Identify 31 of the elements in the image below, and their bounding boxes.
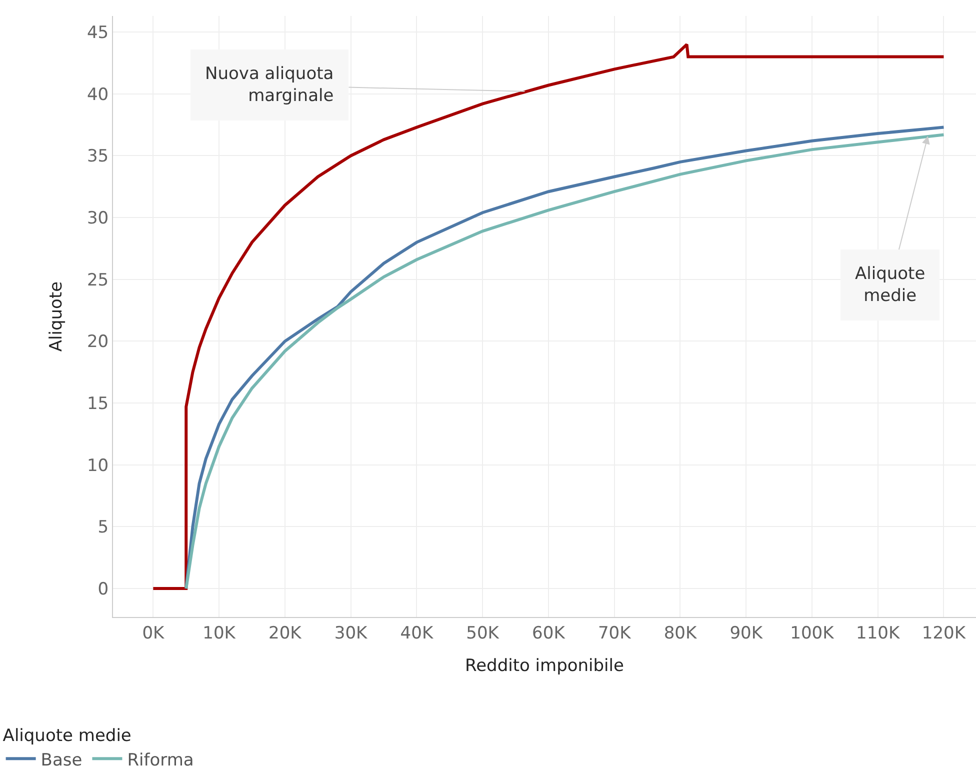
x-tick-label: 0K xyxy=(142,623,166,644)
x-tick-label: 120K xyxy=(922,623,966,644)
annotation: Nuova aliquota marginale xyxy=(205,64,334,106)
y-tick-label: 45 xyxy=(86,23,109,44)
line-series xyxy=(152,42,946,590)
y-tick-label: 25 xyxy=(86,270,109,290)
x-tick-label: 10K xyxy=(202,623,236,644)
legend-label: Base xyxy=(40,750,82,770)
y-tick-label: 20 xyxy=(86,332,109,352)
annotation: Aliquote medie xyxy=(855,264,926,306)
x-tick-label: 40K xyxy=(400,623,434,644)
y-axis-title: Aliquote xyxy=(46,281,67,352)
y-tick-label: 35 xyxy=(86,146,109,167)
x-axis-title: Reddito imponibile xyxy=(465,656,624,676)
x-tick-label: 100K xyxy=(790,623,835,644)
x-tick-label: 80K xyxy=(664,623,698,644)
x-tick-label: 20K xyxy=(268,623,302,644)
x-tick-label: 90K xyxy=(730,623,764,644)
x-tick-label: 30K xyxy=(334,623,368,644)
y-tick-label: 40 xyxy=(86,84,109,105)
legend-title: Aliquote medie xyxy=(2,726,132,746)
y-tick-label: 5 xyxy=(98,518,109,538)
y-tick-label: 0 xyxy=(98,580,109,600)
x-tick-label: 50K xyxy=(466,623,500,644)
y-tick-label: 30 xyxy=(86,208,109,229)
x-tick-label: 70K xyxy=(598,623,632,644)
x-tick-label: 60K xyxy=(532,623,566,644)
y-tick-label: 15 xyxy=(86,394,109,414)
x-tick-label: 110K xyxy=(856,623,900,644)
y-tick-label: 10 xyxy=(86,456,109,476)
legend-label: Riforma xyxy=(127,750,194,770)
